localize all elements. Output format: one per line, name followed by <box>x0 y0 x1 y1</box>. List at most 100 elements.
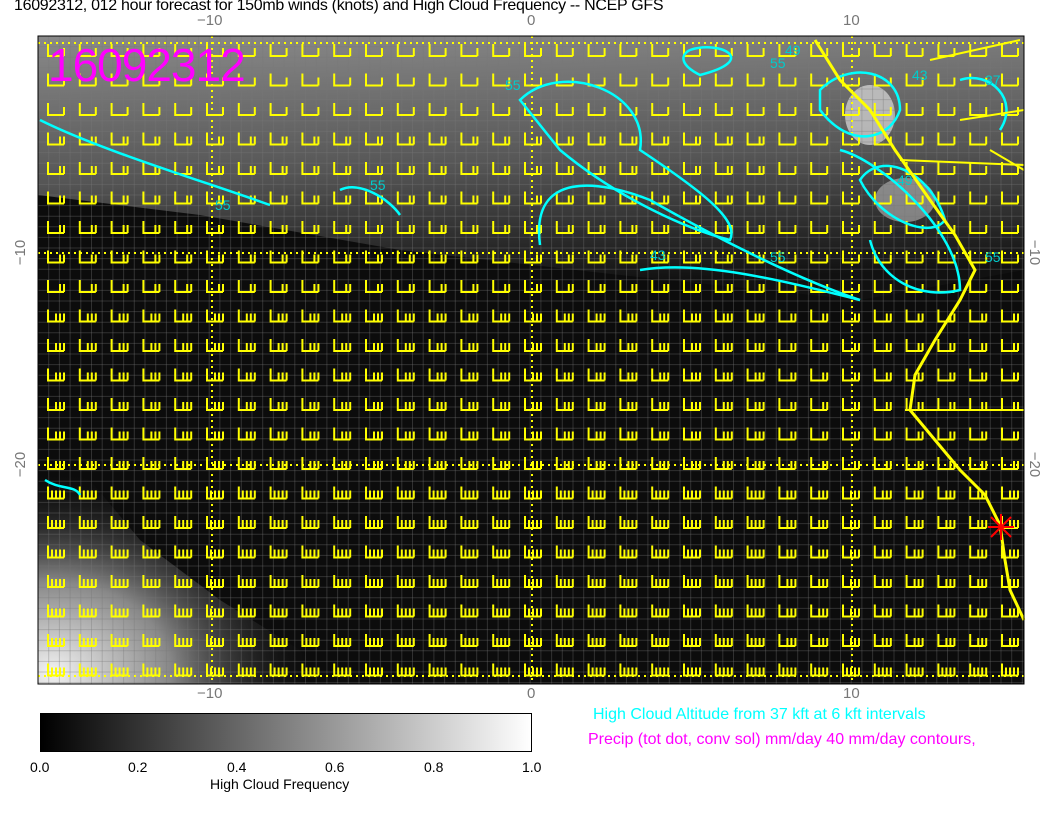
wind-barb <box>237 44 256 57</box>
wind-barb <box>47 44 65 57</box>
wind-barb <box>873 309 892 323</box>
bottom-tick-lon: 10 <box>843 685 860 702</box>
wind-barb <box>842 368 860 382</box>
wind-barb <box>396 368 415 382</box>
wind-barb <box>47 162 65 175</box>
wind-barb <box>237 280 256 293</box>
wind-barb <box>651 634 670 647</box>
wind-barb <box>524 162 542 175</box>
wind-barb <box>778 221 797 234</box>
wind-barb <box>969 44 988 57</box>
wind-barb <box>651 575 670 588</box>
wind-barb <box>460 457 479 470</box>
date-stamp: 16092312 <box>48 39 246 91</box>
wind-barb <box>524 368 542 382</box>
wind-barb <box>746 545 765 559</box>
contour-line <box>818 71 902 138</box>
wind-barb <box>206 486 224 500</box>
wind-barb <box>746 132 765 146</box>
wind-barb <box>683 280 701 293</box>
contour-label: 49 <box>897 172 913 188</box>
contour-line <box>339 186 402 216</box>
wind-barb <box>1001 132 1019 146</box>
wind-barb <box>110 280 129 293</box>
wind-barb <box>142 427 161 441</box>
wind-barb <box>937 73 956 87</box>
wind-barb <box>587 398 606 411</box>
wind-barb <box>873 545 892 559</box>
wind-barb <box>778 604 797 618</box>
wind-barb <box>142 663 161 677</box>
wind-barb <box>174 368 193 382</box>
wind-barb <box>905 457 924 470</box>
wind-barb <box>746 44 765 57</box>
wind-barb <box>174 427 193 441</box>
wind-barb <box>269 604 288 618</box>
wind-barb <box>174 663 193 677</box>
wind-barb <box>142 486 161 500</box>
wind-barb <box>492 132 511 146</box>
wind-barb <box>301 398 320 411</box>
wind-barb <box>619 634 638 647</box>
wind-barb <box>492 221 511 234</box>
wind-barb <box>428 663 447 677</box>
wind-barb <box>524 398 542 411</box>
wind-barb <box>555 575 574 588</box>
wind-barb <box>778 162 797 175</box>
wind-barb <box>269 545 288 559</box>
wind-barb <box>492 604 511 618</box>
wind-barb <box>778 309 797 323</box>
wind-barb <box>47 221 65 234</box>
wind-barb <box>842 162 860 175</box>
star-marker <box>988 514 1014 540</box>
wind-barb <box>460 486 479 500</box>
wind-barb <box>1001 44 1019 57</box>
wind-barb <box>873 339 892 352</box>
wind-barb <box>555 250 574 264</box>
wind-barb <box>810 545 829 559</box>
wind-barb <box>428 368 447 382</box>
wind-barb <box>842 398 860 411</box>
wind-barb <box>905 103 924 116</box>
wind-barb <box>1001 545 1019 559</box>
wind-barb <box>905 486 924 500</box>
wind-barb <box>714 486 733 500</box>
wind-barb <box>396 162 415 175</box>
wind-barb <box>1001 221 1019 234</box>
wind-barb <box>47 103 65 116</box>
cloud-max <box>875 178 935 222</box>
wind-barb <box>237 457 256 470</box>
wind-barb <box>206 162 224 175</box>
wind-barb <box>524 486 542 500</box>
wind-barb <box>110 73 129 87</box>
wind-barb <box>905 339 924 352</box>
wind-barb <box>237 545 256 559</box>
wind-barb <box>683 162 701 175</box>
wind-barb <box>778 516 797 529</box>
wind-barb <box>237 162 256 175</box>
wind-barb <box>524 309 542 323</box>
wind-barb <box>524 339 542 352</box>
wind-barb <box>524 604 542 618</box>
contour-line <box>839 148 962 294</box>
wind-barb <box>714 663 733 677</box>
wind-barb <box>333 250 352 264</box>
wind-barb <box>333 309 352 323</box>
wind-barb <box>651 663 670 677</box>
wind-barb <box>587 516 606 529</box>
wind-barb <box>301 221 320 234</box>
wind-barb <box>269 486 288 500</box>
wind-barb <box>269 44 288 57</box>
wind-barb <box>396 44 415 57</box>
wind-barb <box>619 486 638 500</box>
wind-barb <box>269 162 288 175</box>
wind-barb <box>396 221 415 234</box>
wind-barb <box>460 132 479 146</box>
wind-barb <box>746 368 765 382</box>
wind-barb <box>778 545 797 559</box>
bottom-tick-lon: −10 <box>197 685 223 702</box>
wind-barb <box>365 398 383 411</box>
wind-barb <box>492 309 511 323</box>
colorbar-label: High Cloud Frequency <box>210 776 350 792</box>
wind-barb <box>683 634 701 647</box>
